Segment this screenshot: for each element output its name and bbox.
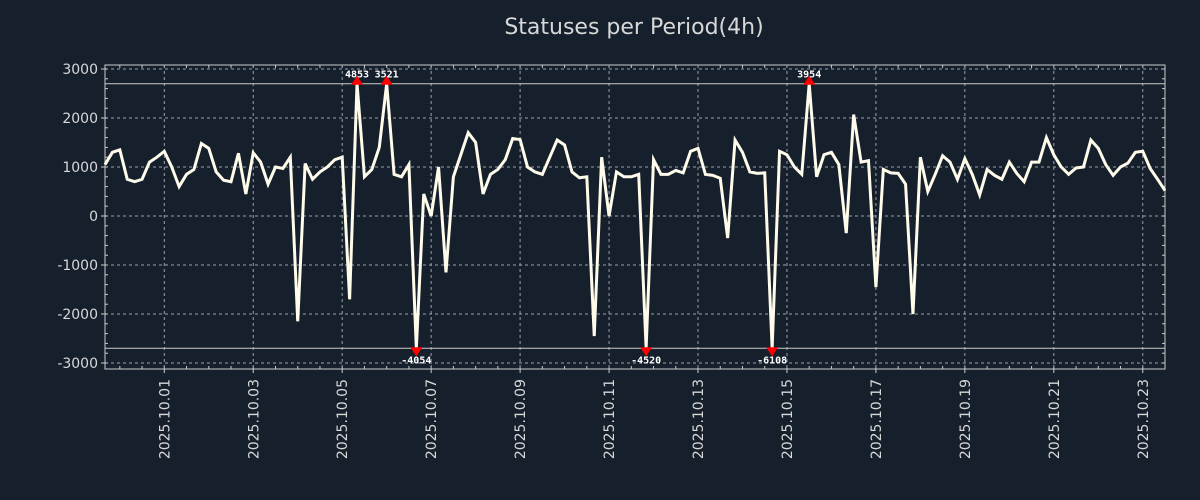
x-tick-label: 2025.10.09 — [513, 379, 529, 459]
x-tick-label: 2025.10.17 — [869, 379, 885, 459]
outlier-value-label: 3954 — [797, 70, 821, 81]
outlier-marker-down — [640, 347, 653, 357]
chart-title: Statuses per Period(4h) — [504, 15, 764, 40]
y-tick-label: 0 — [89, 209, 98, 225]
data-series-line — [103, 83, 1167, 349]
x-tick-label: 2025.10.11 — [602, 379, 618, 459]
outlier-marker-down — [766, 347, 779, 357]
outlier-marker-down — [410, 347, 423, 357]
x-tick-label: 2025.10.13 — [691, 379, 707, 459]
outlier-value-label: 4853 — [345, 70, 369, 81]
outlier-marker-up — [351, 75, 364, 85]
x-tick-label: 2025.10.19 — [958, 379, 974, 459]
x-tick-label: 2025.10.15 — [780, 379, 796, 459]
x-tick-label: 2025.10.21 — [1047, 379, 1063, 459]
y-tick-label: -2000 — [57, 307, 98, 323]
outlier-marker-up — [803, 75, 816, 85]
x-tick-label: 2025.10.03 — [246, 379, 262, 459]
y-tick-label: 3000 — [62, 62, 98, 78]
outlier-value-label: -4520 — [631, 355, 661, 366]
x-tick-label: 2025.10.05 — [335, 379, 351, 459]
outlier-value-label: -6108 — [757, 355, 787, 366]
y-tick-label: -1000 — [57, 258, 98, 274]
x-tick-label: 2025.10.01 — [157, 379, 173, 459]
x-tick-label: 2025.10.23 — [1136, 379, 1152, 459]
y-tick-label: 2000 — [62, 111, 98, 127]
x-tick-label: 2025.10.07 — [424, 379, 440, 459]
outlier-marker-up — [380, 75, 393, 85]
y-tick-label: -3000 — [57, 356, 98, 372]
outlier-value-label: 3521 — [375, 70, 399, 81]
plot-frame — [104, 64, 1166, 370]
outlier-value-label: -4054 — [401, 355, 431, 366]
y-tick-label: 1000 — [62, 160, 98, 176]
